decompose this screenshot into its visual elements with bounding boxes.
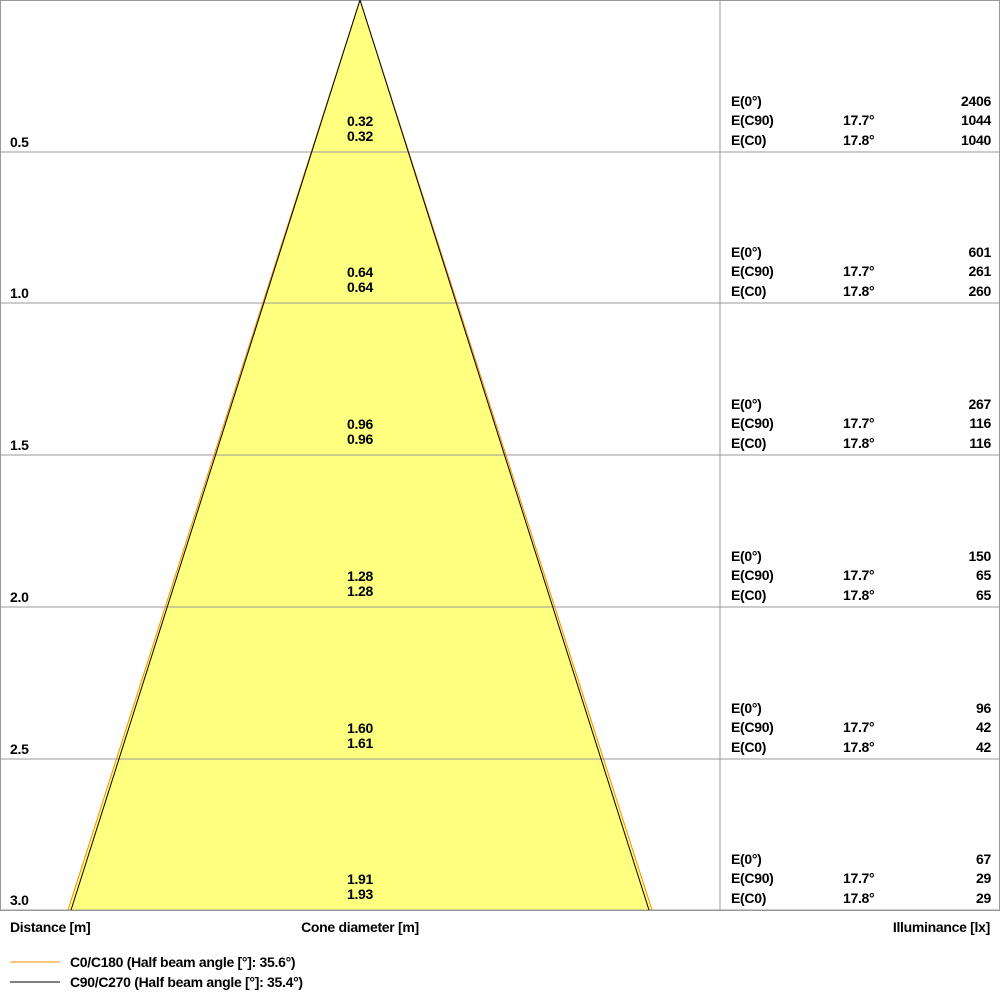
distance-value: 3.0 (10, 892, 29, 908)
cone-diameter-c0: 0.32 (346, 128, 374, 144)
e0-value: 601 (968, 244, 992, 260)
ec90-angle: 17.7° (843, 263, 875, 279)
e0-value: 67 (976, 851, 991, 867)
ec90-value: 261 (968, 263, 992, 279)
ec90-value: 29 (976, 870, 991, 886)
ec0-label: E(C0) (731, 435, 767, 451)
cone-diameter-c90: 0.96 (346, 416, 374, 432)
ec0-value: 1040 (961, 132, 991, 148)
cone-diameter-c90: 1.60 (346, 720, 374, 736)
ec0-label: E(C0) (731, 587, 767, 603)
ec90-value: 1044 (961, 112, 991, 128)
ec0-label: E(C0) (731, 283, 767, 299)
cone-diameter-label: Cone diameter [m] (301, 919, 419, 935)
e0-label: E(0°) (731, 396, 762, 412)
ec0-label: E(C0) (731, 739, 767, 755)
distance-axis-label: Distance [m] (10, 919, 91, 935)
ec0-angle: 17.8° (843, 739, 875, 755)
ec90-label: E(C90) (731, 870, 774, 886)
ec90-label: E(C90) (731, 567, 774, 583)
ec90-angle: 17.7° (843, 870, 875, 886)
ec90-label: E(C90) (731, 112, 774, 128)
distance-value: 1.5 (10, 437, 29, 453)
e0-value: 2406 (961, 93, 991, 109)
ec0-label: E(C0) (731, 890, 767, 906)
distance-value: 2.5 (10, 741, 29, 757)
ec0-angle: 17.8° (843, 890, 875, 906)
cone-diameter-c0: 0.64 (346, 279, 374, 295)
ec0-value: 42 (976, 739, 991, 755)
e0-value: 267 (968, 396, 992, 412)
ec90-label: E(C90) (731, 263, 774, 279)
ec90-value: 42 (976, 719, 991, 735)
cone-diameter-c0: 1.61 (346, 735, 374, 751)
distance-value: 1.0 (10, 285, 29, 301)
cone-diameter-c0: 1.28 (346, 583, 374, 599)
c90-beam-line (70, 0, 650, 911)
cone-diameter-c90: 0.32 (346, 113, 374, 129)
distance-value: 2.0 (10, 589, 29, 605)
e0-label: E(0°) (731, 851, 762, 867)
e0-label: E(0°) (731, 548, 762, 564)
cone-diameter-c90: 1.91 (346, 871, 374, 887)
illuminance-label: Illuminance [lx] (892, 919, 990, 935)
ec0-label: E(C0) (731, 132, 767, 148)
e0-label: E(0°) (731, 93, 762, 109)
ec90-angle: 17.7° (843, 567, 875, 583)
ec0-value: 29 (976, 890, 991, 906)
ec90-label: E(C90) (731, 719, 774, 735)
ec0-value: 65 (976, 587, 991, 603)
ec0-value: 260 (968, 283, 992, 299)
ec0-angle: 17.8° (843, 435, 875, 451)
legend-c90: C90/C270 (Half beam angle [°]: 35.4°) (70, 974, 303, 990)
ec0-angle: 17.8° (843, 283, 875, 299)
ec90-angle: 17.7° (843, 719, 875, 735)
ec90-angle: 17.7° (843, 112, 875, 128)
e0-label: E(0°) (731, 700, 762, 716)
e0-label: E(0°) (731, 244, 762, 260)
distance-value: 0.5 (10, 134, 29, 150)
legend-c0: C0/C180 (Half beam angle [°]: 35.6°) (70, 954, 296, 970)
cone-diameter-c0: 0.96 (346, 431, 374, 447)
ec90-label: E(C90) (731, 415, 774, 431)
ec90-angle: 17.7° (843, 415, 875, 431)
e0-value: 150 (968, 548, 992, 564)
cone-diameter-c0: 1.93 (346, 886, 374, 902)
ec0-angle: 17.8° (843, 132, 875, 148)
ec90-value: 65 (976, 567, 991, 583)
cone-diameter-c90: 0.64 (346, 264, 374, 280)
c0-beam-line (67, 0, 653, 911)
ec90-value: 116 (969, 415, 991, 431)
ec0-angle: 17.8° (843, 587, 875, 603)
cone-diameter-c90: 1.28 (346, 568, 374, 584)
e0-value: 96 (976, 700, 991, 716)
ec0-value: 116 (969, 435, 991, 451)
